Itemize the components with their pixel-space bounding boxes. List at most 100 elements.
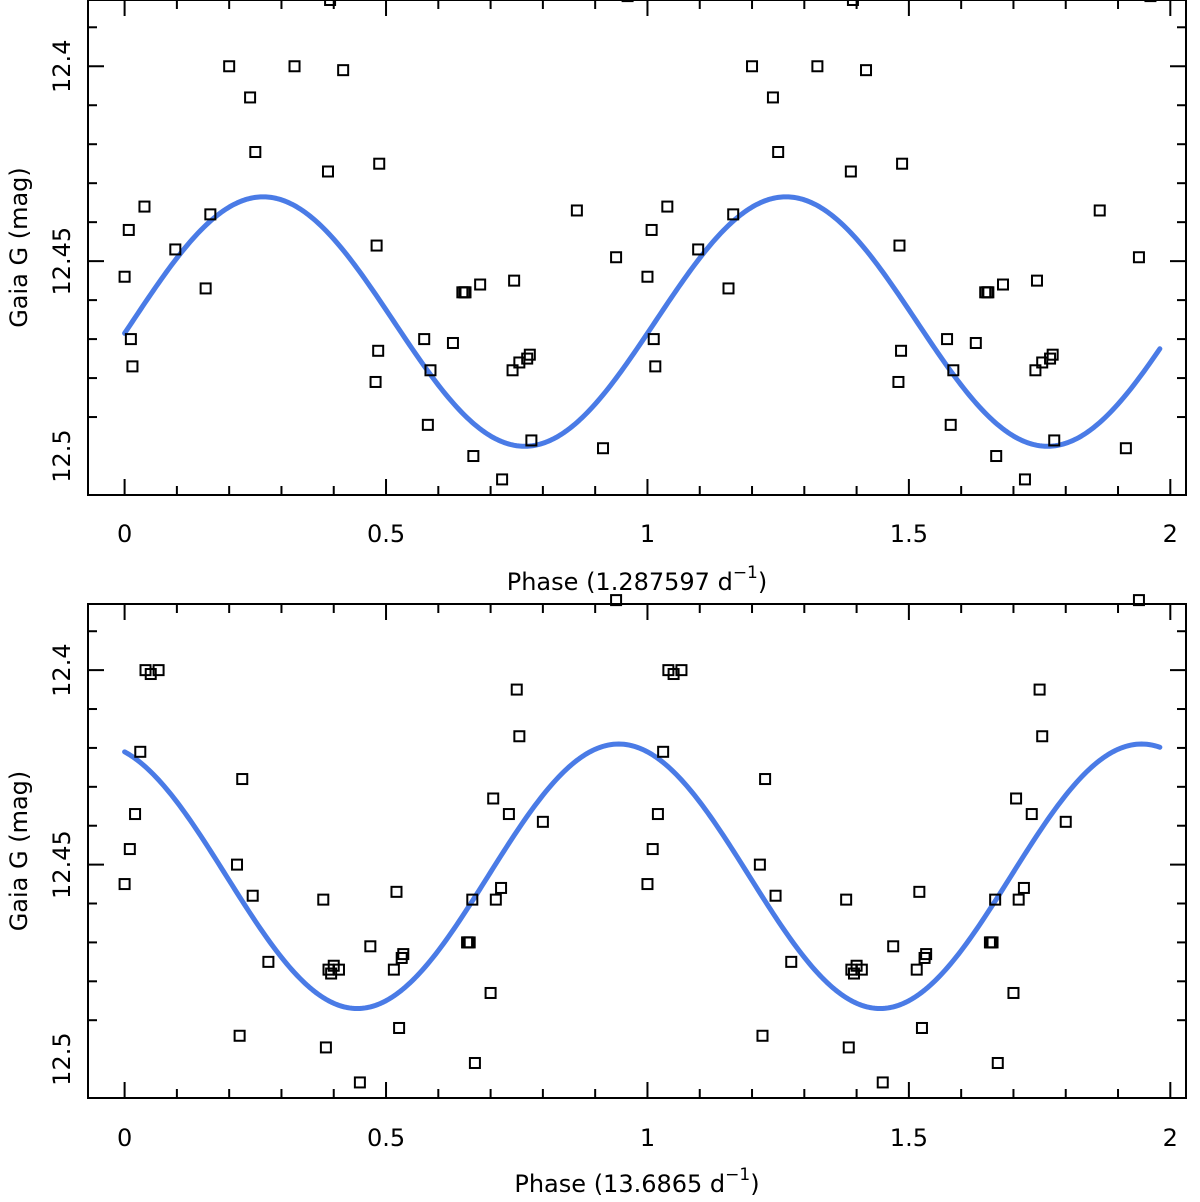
bottom-data-point <box>123 843 136 856</box>
bottom-data-point <box>1132 594 1145 607</box>
bottom-data-point <box>756 1029 769 1042</box>
top-data-point <box>169 243 182 256</box>
top-data-point <box>727 208 740 221</box>
bottom-data-point <box>920 948 933 961</box>
bottom-data-point <box>753 858 766 871</box>
top-data-point <box>467 450 480 463</box>
top-y-tick-labels: 12.4 12.45 12.5 <box>48 40 76 483</box>
top-data-point <box>372 344 385 357</box>
top-x-tick-labels: 0 0.5 1 1.5 2 <box>117 520 1178 548</box>
top-x-tick-label: 0.5 <box>367 520 405 548</box>
top-y-tick-label: 12.4 <box>48 40 76 93</box>
top-plot-ticks <box>88 0 1186 495</box>
bottom-plot-frame <box>87 603 1187 1099</box>
top-data-point <box>766 91 779 104</box>
bottom-data-point <box>510 683 523 696</box>
top-data-point <box>1048 434 1061 447</box>
top-data-point <box>337 64 350 77</box>
bottom-data-point <box>651 808 664 821</box>
top-data-point <box>692 243 705 256</box>
bottom-data-point <box>395 951 408 964</box>
top-data-point <box>947 364 960 377</box>
bottom-data-point <box>233 1029 246 1042</box>
top-data-point <box>641 270 654 283</box>
top-data-point <box>997 278 1009 291</box>
bottom-data-point <box>1010 792 1023 805</box>
bottom-data-point <box>536 815 549 828</box>
top-data-point <box>610 251 623 264</box>
bottom-data-points <box>118 594 1145 1089</box>
bottom-data-point <box>847 967 860 980</box>
top-data-point <box>124 333 137 346</box>
top-data-point <box>846 0 859 6</box>
bottom-y-tick-labels: 12.4 12.45 12.5 <box>48 643 76 1085</box>
top-data-point <box>513 356 526 369</box>
bottom-phase-plot: 0 0.5 1 1.5 2 12.4 12.45 12.5 Phase (13.6865 d… <box>5 594 1187 1198</box>
bottom-data-point <box>397 948 410 961</box>
top-data-point <box>892 375 905 388</box>
bottom-x-tick-label: 0.5 <box>367 1124 405 1152</box>
bottom-data-point <box>1033 683 1046 696</box>
bottom-data-point <box>262 955 275 968</box>
bottom-data-point <box>918 951 931 964</box>
top-data-point <box>990 450 1003 463</box>
bottom-data-point <box>231 858 244 871</box>
top-sinusoid-fit-curve <box>122 194 1163 449</box>
bottom-x-axis-label: Phase (13.6865 d−1) <box>514 1165 759 1198</box>
top-data-point <box>474 278 487 291</box>
bottom-fit-curve-layer <box>122 741 1163 1012</box>
bottom-data-point <box>353 1076 366 1089</box>
top-data-point <box>244 91 257 104</box>
bottom-data-point <box>466 893 479 906</box>
top-data-point <box>1144 0 1157 3</box>
top-data-point <box>525 434 538 447</box>
bottom-data-point <box>910 963 923 976</box>
top-plot-frame <box>87 0 1187 496</box>
top-data-point <box>424 364 437 377</box>
top-data-point <box>446 336 459 349</box>
bottom-data-point <box>610 594 623 607</box>
top-data-point <box>772 146 785 159</box>
top-data-point <box>661 200 674 213</box>
bottom-y-tick-label: 12.4 <box>48 643 76 696</box>
top-data-point <box>896 157 909 170</box>
bottom-data-point <box>986 936 999 949</box>
top-phase-plot: 0 0.5 1 1.5 2 12.4 12.45 12.5 Phase (1.287597 … <box>5 0 1187 596</box>
bottom-data-point <box>657 745 670 758</box>
top-data-point <box>496 473 509 486</box>
bottom-data-point <box>1012 893 1025 906</box>
bottom-data-point <box>1036 730 1049 743</box>
top-data-point <box>459 286 472 299</box>
bottom-data-point <box>785 955 798 968</box>
bottom-data-point <box>393 1021 406 1034</box>
bottom-data-point <box>387 963 400 976</box>
top-data-point <box>418 333 431 346</box>
top-data-point <box>324 0 337 6</box>
top-data-point <box>982 286 995 299</box>
top-data-point <box>844 165 857 178</box>
bottom-data-point <box>641 878 654 891</box>
top-x-tick-label: 1 <box>640 520 655 548</box>
bottom-data-point <box>855 963 868 976</box>
top-data-point <box>508 274 521 287</box>
bottom-data-point <box>484 986 497 999</box>
top-data-point <box>1119 442 1132 455</box>
bottom-data-point <box>332 963 345 976</box>
top-data-point <box>944 418 957 431</box>
top-data-point <box>1132 251 1145 264</box>
top-data-point <box>521 352 534 365</box>
bottom-data-point <box>152 664 165 677</box>
bottom-data-point <box>991 1056 1004 1069</box>
bottom-x-tick-label: 1.5 <box>890 1124 928 1152</box>
bottom-data-point <box>134 745 147 758</box>
top-y-axis-label: Gaia G (mag) <box>5 167 33 328</box>
bottom-data-point <box>118 878 131 891</box>
bottom-data-point <box>989 893 1002 906</box>
top-data-point <box>860 64 873 77</box>
top-data-point <box>1046 348 1059 361</box>
bottom-x-tick-labels: 0 0.5 1 1.5 2 <box>117 1124 1178 1152</box>
bottom-data-point <box>769 889 782 902</box>
top-data-point <box>369 375 382 388</box>
bottom-data-point <box>495 881 508 894</box>
